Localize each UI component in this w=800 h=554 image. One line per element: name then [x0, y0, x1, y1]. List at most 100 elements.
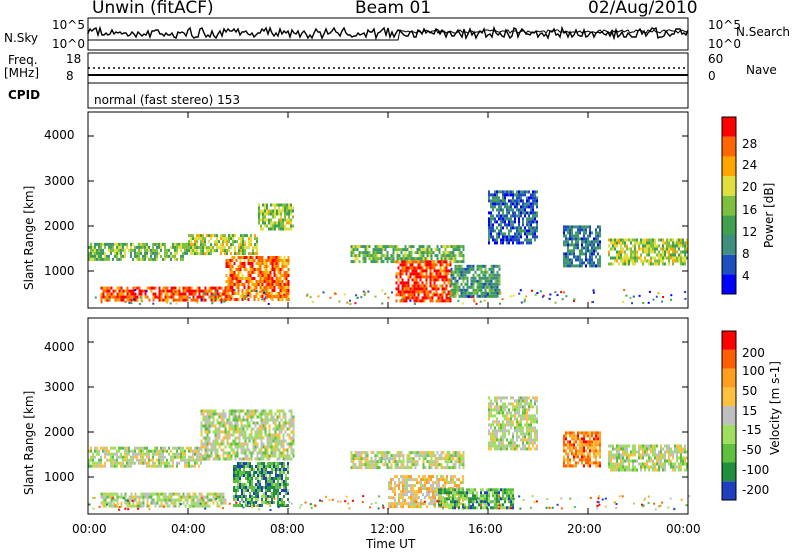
heat-speck [384, 292, 387, 295]
heat-cell [273, 462, 275, 465]
heat-cell [235, 283, 238, 286]
heat-cell [229, 295, 232, 298]
heat-cell [124, 254, 126, 258]
heat-cell [418, 457, 421, 461]
heat-cell [282, 439, 285, 443]
heat-cell [520, 241, 522, 245]
heat-cell [208, 430, 211, 434]
heat-cell [431, 263, 434, 267]
heat-cell [433, 263, 436, 267]
heat-cell [98, 251, 100, 255]
heat-cell [446, 503, 448, 507]
heat-cell [437, 260, 440, 264]
heat-cell [452, 466, 455, 470]
heat-cell [412, 505, 414, 509]
heat-cell [458, 285, 461, 289]
heat-cell [90, 458, 92, 462]
heat-cell [134, 495, 137, 499]
heat-cell [449, 263, 452, 267]
heat-speck [219, 293, 222, 295]
heat-cell [536, 205, 538, 209]
heat-cell [158, 242, 160, 246]
heat-cell [490, 273, 493, 277]
heat-cell [273, 486, 275, 489]
heat-cell [288, 221, 290, 225]
heat-cell [230, 427, 233, 431]
heat-speck [499, 302, 501, 305]
xtick: 20:00 [567, 522, 602, 536]
heat-cell [228, 430, 231, 434]
heat-cell [432, 481, 434, 485]
heat-cell [283, 283, 286, 286]
heat-cell [589, 261, 591, 265]
heat-cell [398, 484, 400, 488]
heat-cell [279, 492, 281, 495]
heat-cell [452, 506, 454, 510]
heat-cell [616, 253, 618, 257]
heat-cell [194, 501, 197, 505]
heat-cell [261, 292, 264, 295]
heat-cell [442, 475, 444, 479]
heat-cell [287, 268, 290, 271]
heat-cell [104, 495, 107, 499]
heat-cell [395, 299, 398, 303]
heat-cell [434, 490, 436, 494]
heat-cell [170, 464, 172, 468]
heat-cell [96, 251, 98, 255]
heat-cell [275, 477, 277, 480]
heat-cell [402, 460, 405, 464]
heat-cell [280, 209, 282, 213]
heat-cell [243, 495, 245, 498]
heat-cell [496, 220, 498, 224]
heat-cell [413, 275, 416, 279]
heat-cell [198, 289, 201, 293]
heat-cell [492, 235, 494, 239]
heat-cell [462, 499, 464, 503]
heat-cell [158, 492, 161, 496]
heat-cell [176, 498, 179, 502]
heat-cell [404, 475, 406, 479]
heat-cell [522, 208, 524, 212]
heat-cell [419, 278, 422, 282]
heat-cell [182, 289, 185, 293]
heat-speck [211, 302, 214, 305]
heat-cell [208, 240, 210, 244]
heat-cell [279, 504, 281, 507]
heat-cell [372, 254, 375, 258]
heat-cell [204, 436, 207, 440]
heat-cell [439, 269, 442, 273]
heat-cell [496, 193, 498, 197]
heat-cell [216, 286, 219, 290]
heat-cell [470, 497, 472, 501]
heat-cell [466, 285, 469, 289]
heat-cell [239, 462, 241, 465]
heat-cell [411, 263, 414, 267]
heat-cell [492, 267, 495, 271]
heat-cell [282, 227, 284, 231]
heat-cell [152, 461, 154, 465]
heat-cell [396, 254, 399, 258]
heat-cell [274, 206, 276, 210]
heat-cell [260, 445, 263, 449]
heat-speck [573, 298, 576, 301]
heat-cell [350, 457, 353, 461]
heat-cell [275, 292, 278, 295]
heat-cell [656, 259, 658, 263]
heat-cell [218, 427, 221, 431]
heat-cell [595, 237, 597, 241]
heat-cell [486, 285, 489, 289]
heat-cell [472, 273, 475, 277]
heat-cell [166, 501, 169, 505]
heat-cell [658, 244, 660, 248]
heat-speck [642, 302, 645, 305]
heat-cell [427, 275, 430, 279]
heat-cell [142, 245, 144, 249]
heat-cell [486, 276, 489, 280]
heat-cell [208, 421, 211, 425]
heat-cell [468, 270, 471, 274]
heat-cell [263, 286, 266, 289]
heat-cell [226, 249, 228, 253]
heat-cell [438, 481, 440, 485]
heat-cell [445, 278, 448, 282]
heat-cell [575, 231, 577, 235]
